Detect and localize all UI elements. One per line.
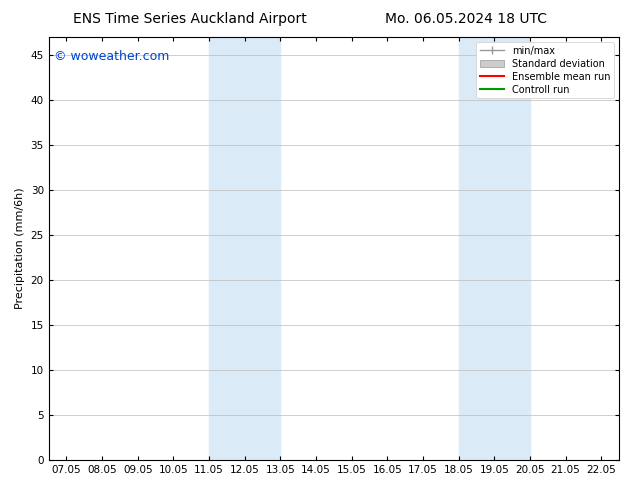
Bar [458, 37, 530, 460]
Y-axis label: Precipitation (mm/6h): Precipitation (mm/6h) [15, 188, 25, 309]
Bar [209, 37, 280, 460]
Legend: min/max, Standard deviation, Ensemble mean run, Controll run: min/max, Standard deviation, Ensemble me… [476, 42, 614, 98]
Text: © woweather.com: © woweather.com [55, 50, 170, 63]
Text: ENS Time Series Auckland Airport: ENS Time Series Auckland Airport [74, 12, 307, 26]
Text: Mo. 06.05.2024 18 UTC: Mo. 06.05.2024 18 UTC [385, 12, 547, 26]
